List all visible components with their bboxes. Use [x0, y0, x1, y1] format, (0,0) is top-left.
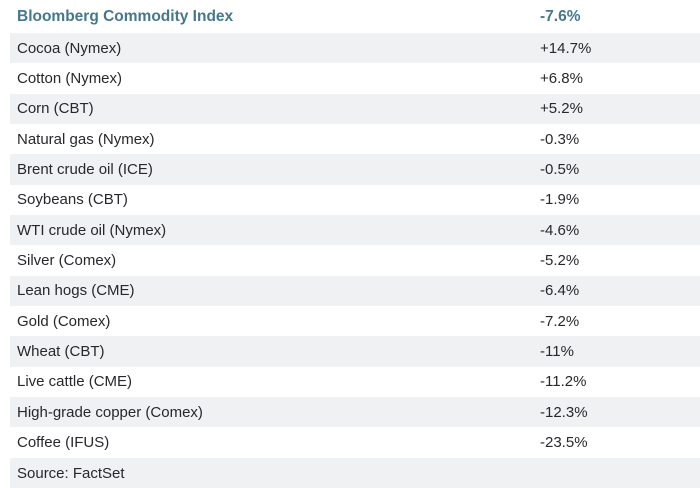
table-row: Cotton (Nymex) +6.8%	[10, 63, 700, 93]
commodity-label: Live cattle (CME)	[17, 373, 133, 391]
commodity-change-value: -11%	[540, 342, 574, 360]
commodity-change-value: -11.2%	[540, 373, 587, 391]
commodity-label: Corn (CBT)	[17, 100, 94, 118]
commodity-label: Natural gas (Nymex)	[17, 130, 155, 148]
source-label: Source: FactSet	[17, 464, 125, 482]
commodity-change-value: -23.5%	[540, 433, 588, 451]
table-row: WTI crude oil (Nymex) -4.6%	[10, 214, 700, 246]
commodity-change-value: -12.3%	[540, 403, 588, 421]
commodity-change-value: -0.5%	[540, 160, 580, 178]
commodity-label: High-grade copper (Comex)	[17, 403, 203, 421]
table-row: Corn (CBT) +5.2%	[10, 93, 700, 124]
table-row: Lean hogs (CME) -6.4%	[10, 275, 700, 306]
index-change-value: -7.6%	[540, 7, 581, 25]
table-header-row: Bloomberg Commodity Index -7.6%	[10, 0, 700, 33]
commodity-change-value: -7.2%	[540, 312, 580, 330]
table-row: Wheat (CBT) -11%	[10, 336, 700, 367]
table-row: High-grade copper (Comex) -12.3%	[10, 396, 700, 428]
table-row: Live cattle (CME) -11.2%	[10, 367, 700, 397]
commodity-label: Cotton (Nymex)	[17, 69, 123, 87]
source-row: Source: FactSet	[10, 457, 700, 488]
commodity-label: WTI crude oil (Nymex)	[17, 221, 167, 239]
commodity-label: Silver (Comex)	[17, 251, 117, 269]
commodity-change-value: +5.2%	[540, 100, 583, 118]
index-title: Bloomberg Commodity Index	[17, 7, 234, 25]
table-row: Natural gas (Nymex) -0.3%	[10, 124, 700, 154]
commodity-change-value: +6.8%	[540, 69, 583, 87]
commodity-change-value: -6.4%	[540, 282, 580, 300]
table-row: Soybeans (CBT) -1.9%	[10, 185, 700, 215]
table-row: Coffee (IFUS) -23.5%	[10, 427, 700, 457]
commodity-change-value: -0.3%	[540, 130, 580, 148]
commodity-label: Brent crude oil (ICE)	[17, 160, 153, 178]
commodity-change-value: +14.7%	[540, 39, 592, 57]
commodity-change-value: -4.6%	[540, 221, 580, 239]
commodity-label: Wheat (CBT)	[17, 342, 105, 360]
commodity-label: Lean hogs (CME)	[17, 282, 135, 300]
commodity-label: Cocoa (Nymex)	[17, 39, 122, 57]
table-row: Cocoa (Nymex) +14.7%	[10, 33, 700, 64]
table-row: Gold (Comex) -7.2%	[10, 306, 700, 336]
commodity-change-value: -5.2%	[540, 251, 580, 269]
table-row: Brent crude oil (ICE) -0.5%	[10, 154, 700, 185]
commodity-change-value: -1.9%	[540, 191, 580, 209]
commodity-label: Coffee (IFUS)	[17, 433, 110, 451]
commodity-label: Gold (Comex)	[17, 312, 111, 330]
table-row: Silver (Comex) -5.2%	[10, 245, 700, 275]
commodity-label: Soybeans (CBT)	[17, 191, 128, 209]
